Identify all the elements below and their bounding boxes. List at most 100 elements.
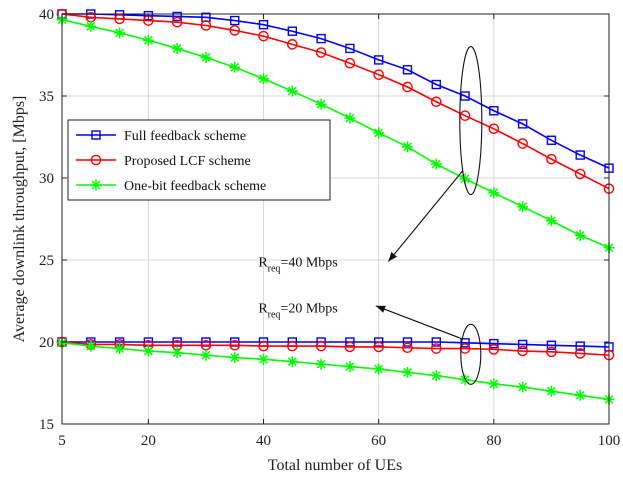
square-marker — [287, 26, 298, 36]
annotation-ellipse-20 — [460, 323, 482, 385]
x-tick-label: 5 — [58, 433, 66, 449]
arrow-line — [375, 305, 462, 339]
asterisk-marker — [574, 389, 586, 401]
asterisk-marker — [315, 358, 327, 370]
arrow-head — [388, 252, 398, 262]
square-marker — [345, 43, 355, 54]
asterisk-marker — [488, 187, 500, 199]
y-tick-label: 40 — [39, 7, 54, 23]
circle-marker — [430, 96, 442, 108]
asterisk-marker — [430, 370, 442, 382]
legend-label: Proposed LCF scheme — [124, 154, 251, 169]
x-tick-label: 40 — [256, 433, 271, 449]
asterisk-marker — [286, 85, 298, 97]
asterisk-marker — [142, 34, 154, 46]
circle-marker — [229, 25, 241, 36]
plot-frame — [61, 13, 610, 425]
asterisk-marker — [401, 141, 413, 153]
square-marker — [517, 339, 528, 350]
annotation-label-40: Rreq=40 Mbps — [258, 256, 337, 275]
y-tick-label: 25 — [39, 253, 54, 269]
arrow-head — [375, 305, 386, 313]
legend-entry: Proposed LCF scheme — [76, 154, 251, 169]
asterisk-marker — [574, 229, 586, 241]
circle-marker — [287, 39, 298, 50]
circle-marker — [258, 30, 269, 42]
circle-marker — [517, 138, 528, 149]
square-marker — [373, 55, 384, 65]
annotation-layer: Rreq=40 Mbps Rreq=20 Mbps — [258, 46, 483, 385]
square-marker — [91, 130, 101, 140]
circle-marker — [315, 340, 327, 352]
square-marker — [575, 150, 585, 160]
asterisk-marker — [171, 347, 183, 359]
asterisk-marker — [258, 73, 270, 85]
series-line — [62, 341, 610, 348]
square-marker — [575, 341, 585, 351]
circle-marker — [546, 153, 557, 165]
y-tick-label: 15 — [39, 417, 54, 433]
square-marker — [489, 106, 499, 116]
y-tick-label: 30 — [39, 171, 54, 187]
square-marker — [258, 19, 269, 30]
legend-label: Full feedback scheme — [124, 129, 246, 144]
circle-marker — [90, 154, 102, 166]
asterisk-marker — [85, 20, 97, 32]
tick-layer: 5 20 40 60 80 100 15 20 25 30 35 40 — [39, 7, 620, 449]
asterisk-marker — [373, 127, 385, 139]
circle-marker — [517, 345, 528, 357]
series-circle — [56, 8, 615, 194]
asterisk-marker — [545, 385, 557, 397]
asterisk-marker — [373, 363, 385, 375]
asterisk-marker — [344, 361, 356, 373]
asterisk-marker — [229, 61, 241, 73]
circle-marker — [546, 346, 557, 358]
square-marker — [460, 91, 470, 101]
square-marker — [489, 338, 499, 349]
x-axis-label: Total number of UEs — [268, 457, 402, 474]
asterisk-marker — [200, 51, 212, 63]
square-marker — [402, 65, 413, 75]
asterisk-marker — [401, 366, 413, 378]
legend-entry: Full feedback scheme — [76, 129, 246, 144]
series-line — [62, 13, 610, 169]
legend-entry: One-bit feedback scheme — [76, 179, 266, 194]
asterisk-marker — [286, 356, 298, 368]
y-tick-label: 35 — [39, 89, 54, 105]
square-marker — [431, 79, 441, 90]
square-marker — [431, 337, 441, 347]
circle-marker — [344, 57, 356, 69]
asterisk-marker — [517, 381, 529, 393]
x-tick-label: 80 — [486, 433, 501, 449]
circle-marker — [344, 341, 356, 353]
x-tick-label: 20 — [141, 433, 156, 449]
circle-marker — [430, 343, 442, 354]
square-marker — [373, 337, 384, 347]
asterisk-marker — [200, 349, 212, 361]
asterisk-marker — [142, 345, 154, 357]
square-marker — [402, 337, 413, 347]
x-tick-label: 60 — [371, 433, 386, 449]
square-marker — [546, 340, 557, 350]
square-marker — [172, 11, 182, 22]
asterisk-marker — [459, 173, 471, 185]
y-axis-label: Average downlink throughput, [Mbps] — [11, 96, 28, 343]
asterisk-marker — [430, 158, 442, 170]
circle-marker — [488, 123, 500, 135]
series-circle — [56, 336, 615, 361]
circle-marker — [315, 47, 327, 58]
circle-marker — [229, 339, 241, 351]
square-marker — [546, 135, 557, 145]
asterisk-marker — [171, 42, 183, 54]
circle-marker — [488, 344, 500, 355]
asterisk-marker — [90, 179, 102, 191]
annotation-ellipse-40 — [459, 46, 483, 196]
y-tick-label: 20 — [39, 335, 54, 351]
circle-marker — [574, 168, 586, 180]
asterisk-marker — [488, 378, 500, 390]
square-marker — [316, 33, 326, 44]
circle-marker — [171, 16, 183, 28]
asterisk-marker — [315, 98, 327, 110]
asterisk-marker — [114, 27, 126, 39]
